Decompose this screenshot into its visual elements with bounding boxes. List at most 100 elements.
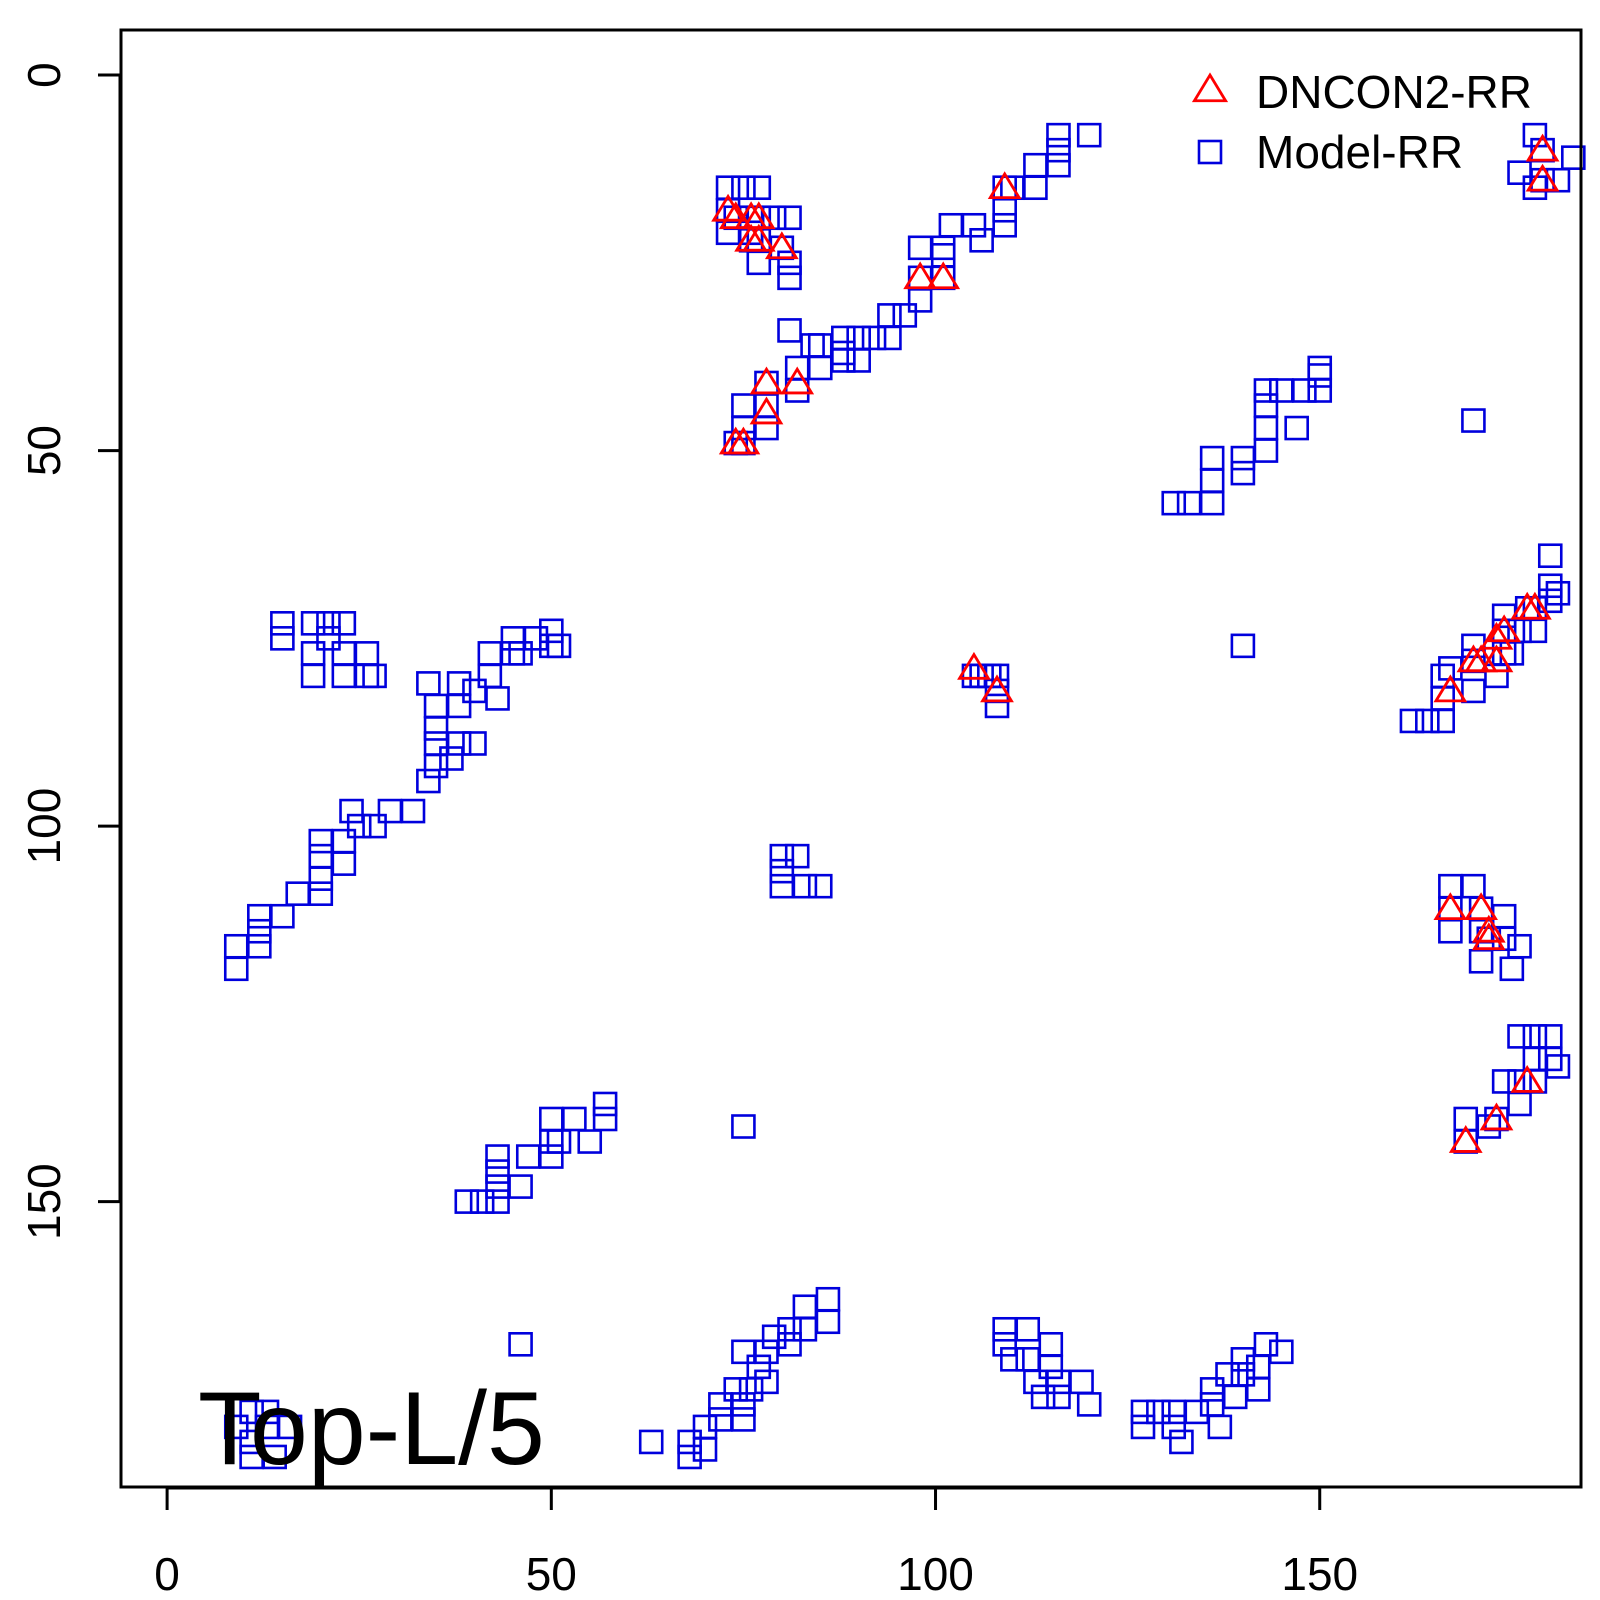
model-rr-point [1199,468,1225,493]
x-axis: 0 50 100 150 [154,1486,1358,1600]
model-rr-point [992,212,1017,238]
model-rr-point [331,828,357,854]
model-rr-point [270,611,295,636]
model-rr-point [731,1392,756,1417]
model-rr-point [1069,1369,1094,1395]
model-rr-point [485,686,510,711]
model-rr-point [846,348,871,373]
model-rr-point [1207,1414,1233,1440]
legend-triangle-icon [1191,72,1229,103]
model-rr-point [539,1144,564,1169]
model-rr-point [316,611,341,636]
model-rr-point [984,693,1010,719]
model-rr-point [539,1129,564,1154]
model-rr-point [270,903,295,929]
model-rr-point [1253,1332,1279,1357]
model-rr-point [777,265,802,291]
model-rr-point [1307,363,1333,388]
model-rr-point [1253,415,1279,441]
model-rr-point [1161,1399,1187,1425]
model-rr-point [354,641,380,666]
model-rr-point [1130,1399,1156,1425]
model-rr-point [1215,1362,1240,1387]
model-rr-point [247,933,272,959]
dncon2-rr-point [1479,644,1514,673]
model-rr-point [1499,956,1525,982]
model-rr-point [562,1106,587,1132]
model-rr-point [677,1429,702,1455]
model-rr-point [377,798,403,824]
model-rr-point [1015,1316,1041,1342]
model-rr-point [1537,1024,1563,1049]
model-rr-point [1507,160,1532,185]
model-rr-point [961,212,987,238]
model-rr-point [454,1189,480,1214]
legend-item: DNCON2-RR [1191,66,1532,118]
dncon2-rr-point [1487,614,1522,643]
model-rr-point [592,1106,618,1132]
model-rr-point [446,693,472,719]
dncon2-rr-point [1464,892,1498,921]
model-rr-point [331,611,357,636]
model-rr-point [539,633,564,659]
x-tick-label: 100 [897,1548,974,1600]
model-rr-point [792,1316,818,1342]
legend-label: DNCON2-RR [1256,66,1532,118]
model-rr-point [861,325,887,351]
model-rr-point [469,1189,495,1214]
dncon2-rr-point [1448,1125,1483,1153]
dncon2-rr-point [1433,674,1468,703]
model-rr-point [416,768,441,794]
model-rr-point [308,828,334,854]
dncon2-rr-point [903,261,938,290]
model-rr-point [831,340,856,366]
model-rr-point [308,843,334,869]
model-rr-point [1468,948,1494,974]
model-rr-point [1253,438,1279,463]
model-rr-point [247,918,272,944]
model-rr-point [270,626,295,651]
model-rr-point [1023,175,1048,201]
model-rr-point [362,663,387,689]
model-rr-point [500,626,526,651]
model-rr-point [777,318,802,343]
model-rr-point [1561,145,1586,170]
model-rr-point [930,235,956,261]
model-rr-point [815,1286,841,1312]
model-rr-point [1491,1069,1517,1094]
dncon2-rr-point [1525,133,1560,162]
model-rr-point [1461,678,1486,704]
model-rr-point [239,1399,264,1425]
model-rr-point [1269,1339,1294,1365]
model-rr-point [1507,1091,1532,1117]
model-rr-point [769,843,795,869]
model-rr-point [969,227,994,253]
model-rr-point [1284,415,1309,441]
model-rr-point [331,641,357,666]
model-rr-point [462,678,487,704]
legend-label: Model-RR [1256,126,1463,178]
model-rr-point [831,325,856,351]
model-rr-point [308,881,334,906]
model-rr-point [1537,573,1563,599]
model-rr-point [331,663,357,689]
model-rr-point [1269,378,1294,403]
model-rr-point [1230,460,1256,486]
plot-frame [119,28,1583,1489]
dncon2-rr-point [980,674,1014,703]
model-rr-point [1046,1369,1071,1395]
corner-annotation: Top-L/5 [198,1371,545,1487]
model-rr-point [1230,1347,1256,1372]
model-rr-point [892,303,918,328]
dncon2-rr-point [1525,163,1560,192]
model-rr-point [539,1106,564,1132]
model-rr-point [477,641,503,666]
model-rr-point [1046,122,1071,148]
dncon2-rr-point [1510,1064,1545,1093]
model-rr-point [362,813,387,839]
model-rr-point [1076,1392,1102,1417]
dncon2-rr-point [726,426,761,455]
model-rr-point [1484,663,1509,689]
dncon2-rr-point [1471,922,1506,951]
